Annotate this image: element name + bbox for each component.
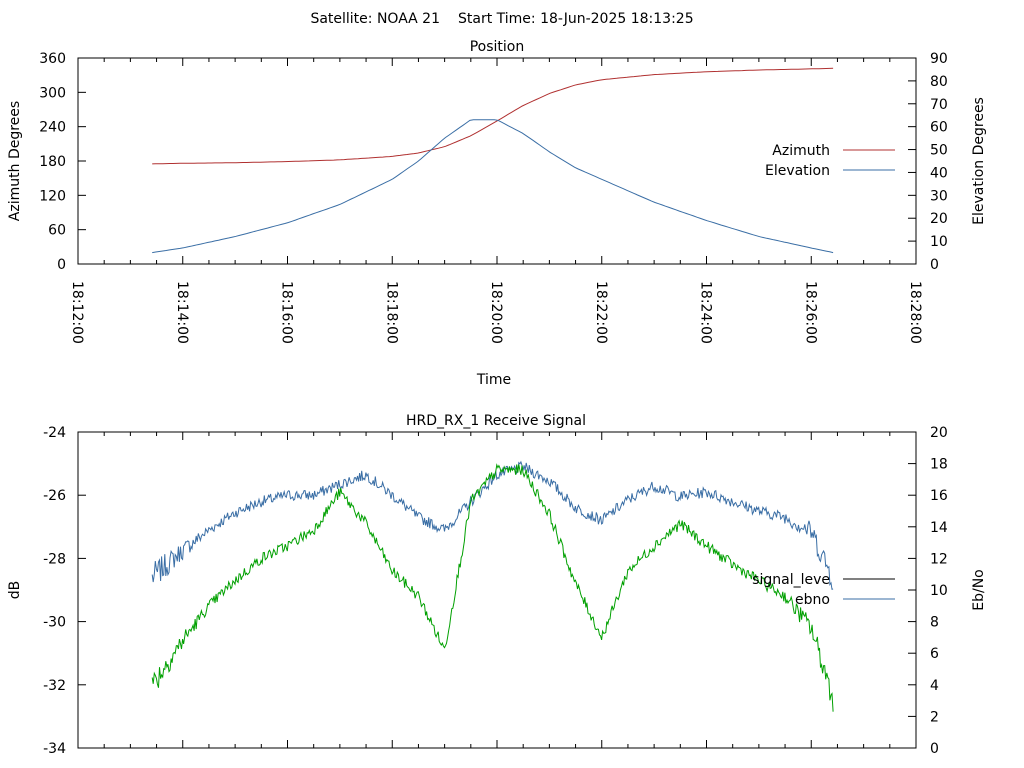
y2-tick-label: 16	[930, 488, 948, 504]
x-tick-label: 18:26:00	[802, 281, 818, 344]
y-tick-label: 240	[39, 120, 66, 136]
x-tick-label: 18:14:00	[174, 281, 190, 344]
y-tick-label: -24	[43, 425, 66, 441]
series-line-Elevation	[152, 119, 834, 254]
series-line-ebno	[151, 460, 834, 590]
y-tick-label: 180	[39, 154, 66, 170]
y2-tick-label: 0	[930, 257, 939, 273]
y2-tick-label: 20	[930, 211, 948, 227]
receive-signal-chart: HRD_RX_1 Receive Signal dB Eb/No -34 -32 -…	[7, 413, 987, 757]
header-start-time: Start Time: 18-Jun-2025 18:13:25	[458, 11, 694, 27]
position-x-axis-label: Time	[476, 372, 511, 388]
x-tick-label: 18:28:00	[907, 281, 923, 344]
y-tick-label: -26	[43, 488, 66, 504]
y2-tick-label: 30	[930, 188, 948, 204]
y-tick-label: 60	[48, 223, 66, 239]
y-tick-label: -34	[43, 741, 66, 757]
y2-tick-label: 8	[930, 615, 939, 631]
receive-signal-chart-title: HRD_RX_1 Receive Signal	[406, 413, 586, 429]
legend-label: Azimuth	[772, 143, 830, 159]
y2-tick-label: 60	[930, 120, 948, 136]
x-tick-label: 18:24:00	[698, 281, 714, 344]
y2-tick-label: 0	[930, 741, 939, 757]
y-tick-label: -28	[43, 551, 66, 567]
y2-tick-label: 4	[930, 678, 939, 694]
receive-signal-y2-axis-label: Eb/No	[971, 569, 987, 611]
y-tick-label: 0	[57, 257, 66, 273]
y2-tick-label: 10	[930, 234, 948, 250]
y2-tick-label: 18	[930, 457, 948, 473]
y2-tick-label: 12	[930, 551, 948, 567]
y2-tick-label: 70	[930, 97, 948, 113]
x-tick-label: 18:18:00	[383, 281, 399, 344]
x-tick-label: 18:16:00	[279, 281, 295, 344]
y2-tick-label: 40	[930, 165, 948, 181]
position-y2-axis-label: Elevation Degrees	[971, 97, 987, 225]
header-satellite: Satellite: NOAA 21	[310, 11, 440, 27]
x-tick-label: 18:22:00	[593, 281, 609, 344]
y2-tick-label: 10	[930, 583, 948, 599]
legend-label: Elevation	[765, 163, 830, 179]
legend-label: signal_leve	[752, 572, 830, 588]
x-tick-label: 18:20:00	[488, 281, 504, 344]
series-line-Azimuth	[152, 67, 834, 165]
y2-tick-label: 80	[930, 74, 948, 90]
position-y-axis-label: Azimuth Degrees	[7, 101, 23, 221]
y2-tick-label: 6	[930, 646, 939, 662]
position-chart: Position Time Azimuth Degrees Elevation …	[7, 39, 987, 388]
y2-tick-label: 14	[930, 520, 948, 536]
receive-signal-y-axis-label: dB	[7, 581, 23, 600]
y2-tick-label: 2	[930, 709, 939, 725]
y-tick-label: 300	[39, 85, 66, 101]
y-tick-label: 120	[39, 188, 66, 204]
y2-tick-label: 20	[930, 425, 948, 441]
series-line-signal-trace	[151, 463, 834, 712]
y2-tick-label: 50	[930, 143, 948, 159]
y-tick-label: -32	[43, 678, 66, 694]
legend-label: ebno	[795, 592, 830, 608]
y-tick-label: -30	[43, 615, 66, 631]
x-tick-label: 18:12:00	[69, 281, 85, 344]
plot-frame	[77, 57, 917, 265]
position-chart-title: Position	[470, 39, 525, 55]
y2-tick-label: 90	[930, 51, 948, 67]
y-tick-label: 360	[39, 51, 66, 67]
